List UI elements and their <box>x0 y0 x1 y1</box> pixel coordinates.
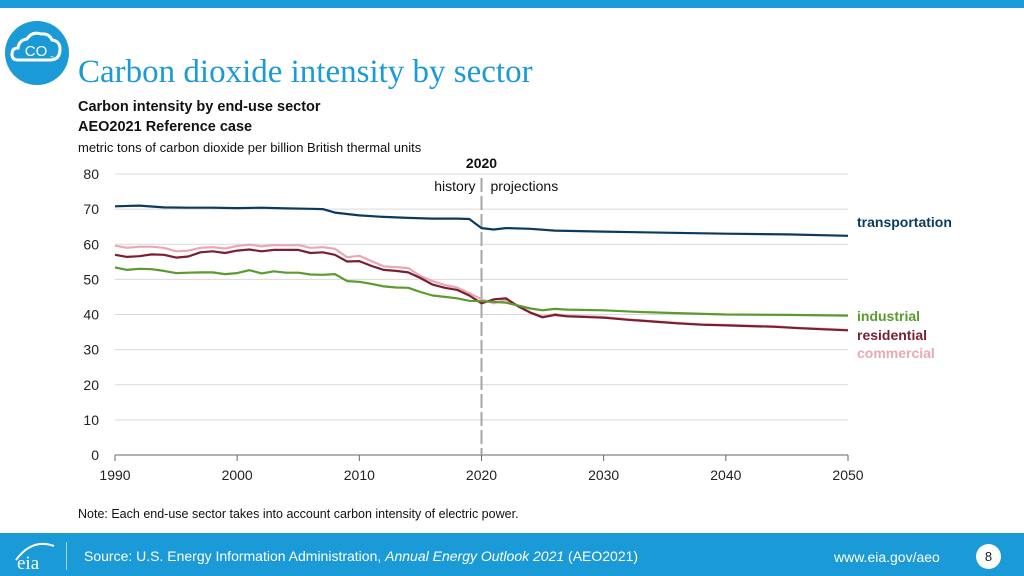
x-tick-label-1990: 1990 <box>99 467 130 483</box>
projections-label: projections <box>491 178 559 194</box>
y-tick-label-20: 20 <box>83 377 99 393</box>
eia-logo-icon[interactable]: eia <box>12 540 56 572</box>
co2-cloud-logo-icon: CO 2 <box>5 21 69 85</box>
source-suffix: (AEO2021) <box>564 548 639 564</box>
page-number-badge: 8 <box>976 544 1001 569</box>
logo-text: CO <box>25 43 48 60</box>
divider-year-label: 2020 <box>466 155 497 171</box>
source-citation: Source: U.S. Energy Information Administ… <box>84 548 638 564</box>
series-label-residential: residential <box>857 327 927 343</box>
chart-case-label: AEO2021 Reference case <box>78 119 253 135</box>
footer-url-link[interactable]: www.eia.gov/aeo <box>834 549 940 565</box>
chart-subtitle: Carbon intensity by end-use sector <box>78 99 321 115</box>
chart-units: metric tons of carbon dioxide per billio… <box>78 140 422 155</box>
y-tick-label-0: 0 <box>91 447 99 463</box>
series-line-transportation <box>114 204 849 237</box>
x-tick-label-2000: 2000 <box>222 467 253 483</box>
x-tick-label-2010: 2010 <box>344 467 375 483</box>
logo-subscript: 2 <box>50 56 54 63</box>
x-tick-label-2020: 2020 <box>466 467 497 483</box>
series-label-commercial: commercial <box>857 345 935 361</box>
slide-title: Carbon dioxide intensity by sector <box>78 54 533 90</box>
footnote: Note: Each end-use sector takes into acc… <box>78 507 519 521</box>
y-tick-label-60: 60 <box>83 236 99 252</box>
source-prefix: Source: U.S. Energy Information Administ… <box>84 548 386 564</box>
series-line-industrial <box>114 266 849 317</box>
footer-divider <box>66 542 67 570</box>
series-label-transportation: transportation <box>857 214 952 230</box>
source-report-title: Annual Energy Outlook 2021 <box>385 548 565 564</box>
footer-bar <box>0 533 1024 576</box>
y-tick-label-70: 70 <box>83 201 99 217</box>
x-tick-label-2050: 2050 <box>832 467 863 483</box>
series-line-residential <box>114 248 849 332</box>
y-tick-label-10: 10 <box>83 412 99 428</box>
y-tick-label-40: 40 <box>83 307 99 323</box>
eia-logo-text: eia <box>17 553 40 572</box>
y-tick-label-30: 30 <box>83 342 99 358</box>
y-tick-label-50: 50 <box>83 271 99 287</box>
x-tick-label-2040: 2040 <box>710 467 741 483</box>
x-tick-label-2030: 2030 <box>588 467 619 483</box>
series-label-industrial: industrial <box>857 308 920 324</box>
top-accent-bar <box>0 0 1024 8</box>
history-label: history <box>434 178 475 194</box>
y-tick-label-80: 80 <box>83 166 99 182</box>
